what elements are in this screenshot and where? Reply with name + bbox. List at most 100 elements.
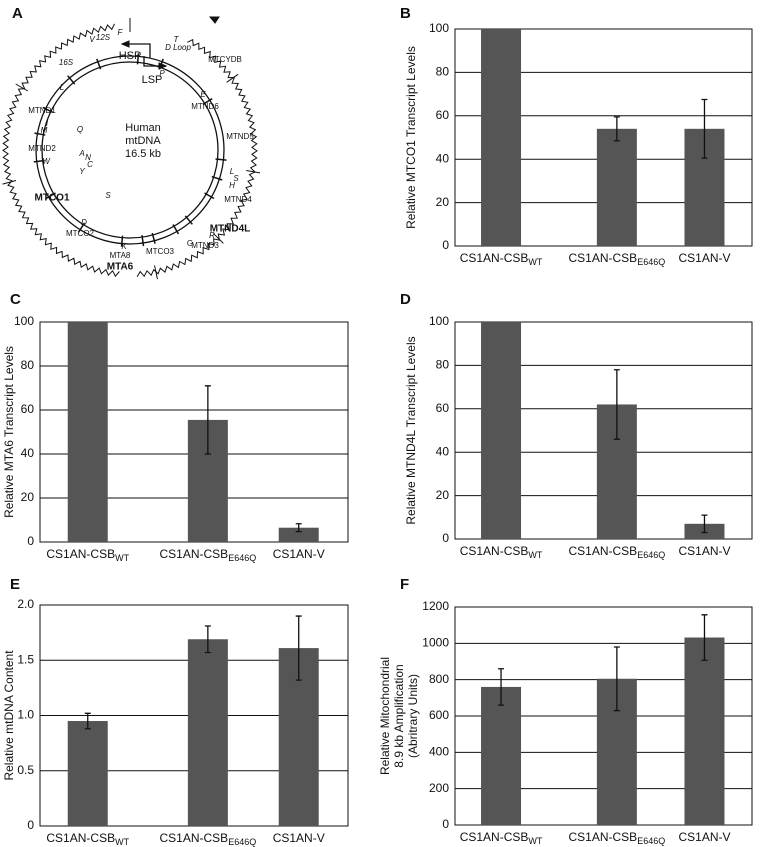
y-axis-title: Relative MTCO1 Transcript Levels: [404, 46, 418, 229]
diagram-label: HSP: [119, 50, 142, 62]
bar: [596, 128, 637, 246]
diagram-label: N: [85, 153, 91, 162]
y-tick-label: 60: [436, 401, 450, 415]
gene-boundary: [204, 192, 215, 200]
diagram-label: M: [41, 126, 48, 135]
bar: [67, 322, 108, 542]
y-tick-label: 400: [429, 745, 449, 759]
diagram-label: P: [159, 69, 165, 78]
diagram-label: MTCO3: [146, 247, 175, 256]
x-tick-label: CS1AN-V: [678, 830, 730, 844]
category-name: CS1AN-CSB: [569, 830, 638, 844]
primer-mark: [213, 233, 224, 244]
gene-boundary: [184, 215, 193, 225]
error-bar: [84, 712, 91, 730]
transcript-arc: [2, 23, 120, 278]
x-tick-label: CS1AN-CSBE646Q: [160, 547, 257, 563]
diagram-label: F: [118, 28, 124, 37]
y-tick-label: 20: [21, 490, 35, 504]
gene-boundary: [34, 132, 46, 136]
x-tick-label: CS1AN-CSBE646Q: [569, 830, 666, 846]
diagram-label: C: [87, 160, 93, 169]
diagram-label: I: [46, 119, 49, 128]
bar: [278, 527, 319, 542]
error-bar: [204, 625, 211, 654]
panel-letter: F: [400, 576, 409, 593]
category-name: CS1AN-V: [273, 831, 325, 845]
y-tick-label: 0: [442, 817, 449, 831]
category-name: CS1AN-CSB: [160, 547, 229, 561]
mtdna-map: [35, 16, 225, 245]
category-name: CS1AN-CSB: [460, 251, 529, 265]
x-tick-label: CS1AN-CSBWT: [46, 831, 129, 847]
gene-boundary: [33, 159, 45, 163]
bar: [684, 637, 725, 825]
category-subscript: WT: [528, 257, 542, 267]
diagram-label: R: [209, 231, 215, 240]
x-tick-label: CS1AN-V: [678, 251, 730, 265]
diagram-label: MTND1: [28, 106, 56, 115]
hsp-arrowhead: [120, 40, 130, 48]
diagram-center-text: 16.5 kb: [125, 148, 161, 160]
y-tick-label: 2.0: [17, 597, 34, 611]
diagram-label: S: [105, 191, 111, 200]
diagram-label: K: [121, 242, 127, 251]
outer-strand: [35, 55, 225, 245]
diagram-label: MTCO2: [66, 229, 95, 238]
diagram-label: 16S: [59, 58, 74, 67]
x-tick-label: CS1AN-CSBE646Q: [569, 544, 666, 560]
primer-mark: [154, 265, 158, 280]
transcript-arc: [136, 38, 258, 278]
y-tick-label: 800: [429, 672, 449, 686]
primer-mark: [15, 83, 29, 92]
gene-boundary: [211, 175, 223, 181]
y-tick-label: 20: [436, 488, 450, 502]
diagram-label: W: [42, 157, 51, 166]
gene-boundary: [151, 232, 156, 244]
y-tick-label: 80: [436, 358, 450, 372]
diagram-label: A: [78, 149, 84, 158]
gene-boundary: [215, 158, 227, 161]
category-subscript: WT: [528, 836, 542, 846]
error-bar: [204, 385, 211, 455]
y-tick-label: 40: [436, 151, 450, 165]
diagram-label: MTND3: [191, 241, 219, 250]
diagram-label: Y: [79, 167, 85, 176]
category-subscript: E646Q: [228, 837, 256, 847]
diagram-label: Q: [77, 125, 83, 134]
x-tick-label: CS1AN-CSBWT: [460, 251, 543, 267]
category-name: CS1AN-V: [678, 251, 730, 265]
category-subscript: WT: [115, 553, 129, 563]
diagram-label: MTCO1: [35, 193, 70, 204]
gene-boundary: [77, 222, 86, 233]
diagram-label: MTND4: [224, 195, 252, 204]
x-tick-label: CS1AN-CSBWT: [460, 544, 543, 560]
gene-boundary: [96, 58, 102, 70]
y-axis-title: Relative MTA6 Transcript Levels: [2, 346, 16, 518]
y-axis-title: 8.9 kb Amplification: [392, 664, 406, 767]
panel-letter: D: [400, 291, 411, 308]
y-tick-label: 60: [436, 108, 450, 122]
y-tick-label: 40: [21, 446, 35, 460]
primer-mark: [246, 169, 261, 174]
x-tick-label: CS1AN-V: [678, 544, 730, 558]
error-bar: [498, 668, 505, 706]
diagram-label: MTND6: [191, 102, 219, 111]
gene-boundary: [158, 58, 164, 70]
y-tick-label: 200: [429, 781, 449, 795]
panel-letter: C: [10, 291, 21, 308]
diagram-label: D: [81, 218, 87, 227]
gene-boundary: [45, 192, 56, 200]
gene-boundary: [141, 235, 145, 247]
error-bar: [701, 98, 708, 159]
diagram-label: D Loop: [165, 43, 191, 52]
panel-letter: A: [12, 5, 23, 22]
panel-letter: B: [400, 5, 411, 22]
x-tick-label: CS1AN-CSBE646Q: [569, 251, 666, 267]
y-tick-label: 80: [21, 358, 35, 372]
bar: [481, 686, 522, 825]
strand-arrowhead: [208, 16, 220, 24]
y-tick-label: 0: [442, 238, 449, 252]
category-name: CS1AN-CSB: [460, 544, 529, 558]
